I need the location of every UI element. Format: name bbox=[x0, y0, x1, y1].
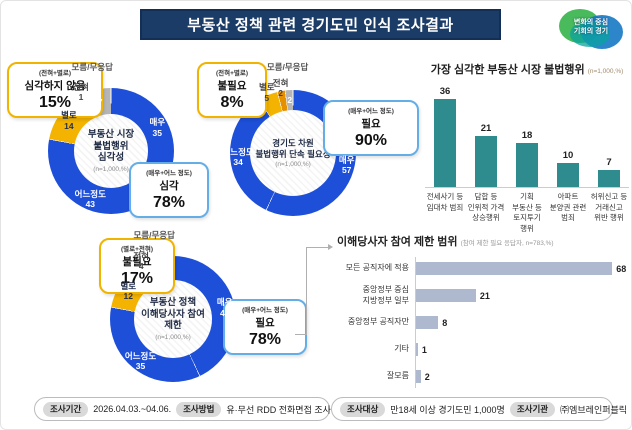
donut-center-title: 부동산 시장 불법행위 심각성 bbox=[87, 128, 135, 164]
donut-chart-market-illegal-severity: 부동산 시장 불법행위 심각성 (n=1,000,%) bbox=[48, 88, 174, 214]
donut-center: 경기도 차원 불법행위 단속 필요성 (n=1,000,%) bbox=[250, 110, 336, 196]
hbar-row: 중앙정부 중심 지방정부 일부 21 bbox=[319, 282, 629, 309]
hbar-category-label: 모든 공직자에 적용 bbox=[345, 263, 409, 273]
page-title: 부동산 정책 관련 경기도민 인식 조사결과 bbox=[140, 9, 501, 40]
hbar-value-label: 68 bbox=[616, 263, 627, 274]
hbar-bar bbox=[415, 343, 418, 356]
logo-teal-circle-icon bbox=[570, 21, 610, 47]
hbar-value-label: 2 bbox=[424, 371, 430, 382]
badge-survey-period: 조사기간 bbox=[43, 401, 89, 417]
hbar-bar bbox=[415, 370, 421, 383]
vbar-value-label: 7 bbox=[606, 156, 612, 168]
connector-line-vertical bbox=[306, 247, 307, 335]
hbar-value-label: 1 bbox=[421, 344, 427, 355]
badge-survey-target: 조사대상 bbox=[340, 401, 386, 417]
hbar-plot-area: 모든 공직자에 적용 68 중앙정부 중심 지방정부 일부 21 중앙정부 공직자만 8 기… bbox=[319, 255, 629, 390]
survey-meta-left: 조사기간 2026.04.03.~04.06. 조사방법 유·무선 RDD 전화… bbox=[34, 397, 331, 421]
vbar-bar bbox=[475, 135, 497, 187]
donut-chart-stakeholder-restriction: 부동산 정책 이해당사자 참여 제한 (n=1,000,%) bbox=[110, 256, 236, 382]
vbar-category-labels: 전세사기 등 임대차 범죄 담합 등 인위적 가격 상승행위 기획 부동산 등 토지… bbox=[425, 192, 629, 234]
bar-chart-most-serious-illegal-acts: 가장 심각한 부동산 시장 불법행위 (n=1,000,%) 36 21 18 10 7… bbox=[425, 61, 629, 234]
callout-crackdown-unnecessary: (전혀+별로) 불필요 8% bbox=[197, 62, 267, 118]
donut-segment-label: 모름/무응답 bbox=[266, 62, 309, 73]
callout-serious: (매우+어느 정도) 심각 78% bbox=[129, 162, 209, 218]
donut-sample-label: (n=1,000,%) bbox=[155, 334, 191, 342]
vbar-bar bbox=[516, 142, 538, 187]
donut-sample-label: (n=1,000,%) bbox=[275, 161, 311, 169]
survey-method-value: 유·무선 RDD 전화면접 조사 bbox=[226, 404, 331, 415]
vbar-category-label: 허위신고 등 거래신고 위반 행위 bbox=[590, 192, 628, 222]
gyeonggi-province-logo: 변화의 중심 기회의 경기 bbox=[553, 5, 629, 51]
hbar-category-label: 중앙정부 중심 지방정부 일부 bbox=[362, 284, 409, 305]
badge-survey-method: 조사방법 bbox=[176, 401, 222, 417]
callout-crackdown-necessary: (매우+어느 정도) 필요 90% bbox=[323, 100, 419, 156]
vbar-chart-title: 가장 심각한 부동산 시장 불법행위 (n=1,000,%) bbox=[430, 64, 624, 76]
donut-sample-label: (n=1,000,%) bbox=[93, 166, 129, 174]
vbar-bar bbox=[557, 162, 579, 187]
vbar-column: 36 bbox=[425, 86, 465, 187]
hbar-chart-title: 이해당사자 참여 제한 범위 (참여 제한 필요 응답자, n=783,%) bbox=[337, 236, 554, 248]
bar-chart-restriction-range: 이해당사자 참여 제한 범위 (참여 제한 필요 응답자, n=783,%) 모… bbox=[319, 233, 629, 390]
hbar-row: 잘모름 2 bbox=[319, 363, 629, 390]
vbar-bar bbox=[598, 169, 620, 187]
hbar-category-label: 기타 bbox=[394, 344, 409, 354]
vbar-value-label: 18 bbox=[521, 129, 533, 141]
vbar-column: 18 bbox=[507, 130, 547, 187]
vbar-column: 7 bbox=[589, 157, 629, 187]
callout-not-serious: (전혀+별로) 심각하지 않음 15% bbox=[7, 62, 103, 118]
connector-arrow-icon bbox=[328, 244, 333, 250]
vbar-category-label: 담합 등 인위적 가격 상승행위 bbox=[467, 192, 505, 222]
vbar-column: 21 bbox=[466, 122, 506, 187]
vbar-plot-area: 36 21 18 10 7 bbox=[425, 83, 629, 188]
survey-agency-value: ㈜엠브레인퍼블릭 bbox=[560, 404, 628, 415]
survey-meta-right: 조사대상 만18세 이상 경기도민 1,000명 조사기관 ㈜엠브레인퍼블릭 bbox=[331, 397, 627, 421]
callout-restriction-necessary: (매우+어느 정도) 필요 78% bbox=[223, 299, 307, 355]
donut-center-title: 경기도 차원 불법행위 단속 필요성 bbox=[255, 137, 331, 159]
donut-center-title: 부동산 정책 이해당사자 참여 제한 bbox=[141, 296, 205, 332]
logo-slogan: 변화의 중심 기회의 경기 bbox=[573, 19, 609, 36]
vbar-column: 10 bbox=[548, 149, 588, 187]
vbar-value-label: 21 bbox=[480, 122, 492, 134]
hbar-value-label: 21 bbox=[479, 290, 490, 301]
vbar-category-label: 전세사기 등 임대차 범죄 bbox=[426, 192, 464, 212]
donut-center: 부동산 정책 이해당사자 참여 제한 (n=1,000,%) bbox=[134, 280, 212, 358]
vbar-category-label: 아파트 분양권 관련 범죄 bbox=[549, 192, 587, 222]
vbar-value-label: 10 bbox=[562, 149, 574, 161]
hbar-row: 중앙정부 공직자만 8 bbox=[319, 309, 629, 336]
hbar-bar bbox=[415, 316, 439, 329]
hbar-value-label: 8 bbox=[442, 317, 448, 328]
callout-restriction-unnecessary: (별로+전혀) 불필요 17% bbox=[99, 238, 175, 294]
connector-line-bottom bbox=[295, 334, 307, 335]
hbar-bar bbox=[415, 289, 476, 302]
vbar-category-label: 기획 부동산 등 토지투기 행위 bbox=[512, 192, 542, 233]
hbar-row: 기타 1 bbox=[319, 336, 629, 363]
survey-target-value: 만18세 이상 경기도민 1,000명 bbox=[390, 404, 505, 415]
connector-line-top bbox=[306, 247, 328, 248]
vbar-bar bbox=[434, 98, 456, 187]
hbar-category-label: 중앙정부 공직자만 bbox=[347, 317, 409, 327]
vbar-sample-label: (n=1,000,%) bbox=[587, 68, 624, 75]
hbar-row: 모든 공직자에 적용 68 bbox=[319, 255, 629, 282]
hbar-category-label: 잘모름 bbox=[386, 371, 409, 381]
vbar-value-label: 36 bbox=[439, 85, 451, 97]
badge-survey-agency: 조사기관 bbox=[509, 401, 556, 417]
hbar-bar bbox=[415, 262, 613, 275]
survey-period-value: 2026.04.03.~04.06. bbox=[93, 404, 172, 414]
hbar-sample-label: (참여 제한 필요 응답자, n=783,%) bbox=[460, 240, 554, 247]
